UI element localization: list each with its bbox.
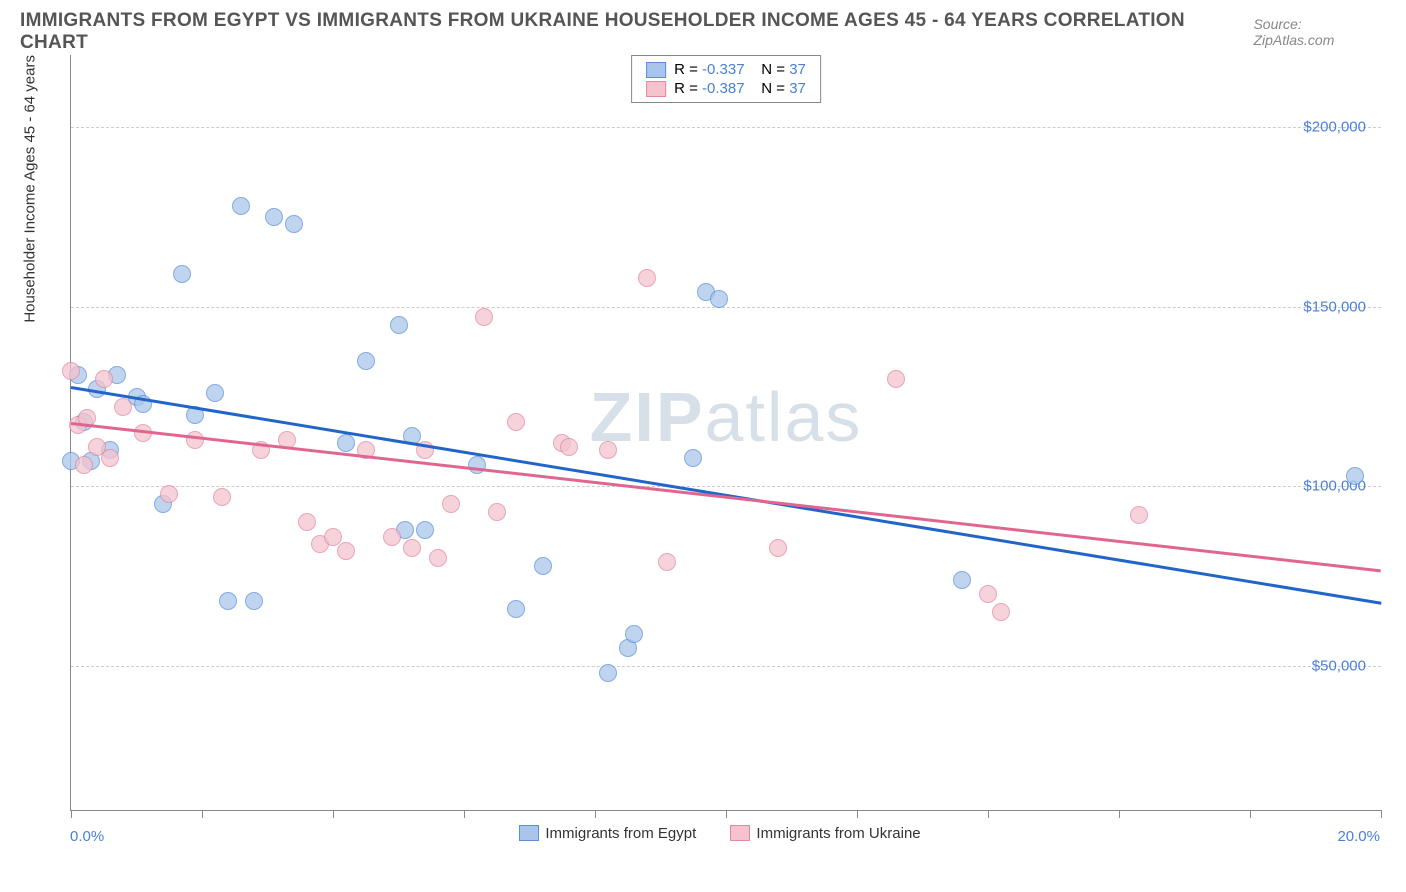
x-tick bbox=[202, 810, 203, 818]
data-point bbox=[638, 269, 656, 287]
x-tick bbox=[595, 810, 596, 818]
x-tick bbox=[988, 810, 989, 818]
data-point bbox=[232, 197, 250, 215]
y-tick-label: $150,000 bbox=[1303, 298, 1366, 315]
x-tick bbox=[1250, 810, 1251, 818]
x-tick bbox=[1381, 810, 1382, 818]
data-point bbox=[507, 413, 525, 431]
data-point bbox=[560, 438, 578, 456]
watermark: ZIPatlas bbox=[590, 377, 863, 457]
legend-item-egypt: Immigrants from Egypt bbox=[519, 825, 696, 842]
data-point bbox=[265, 208, 283, 226]
series-legend: Immigrants from Egypt Immigrants from Uk… bbox=[50, 825, 1390, 846]
data-point bbox=[992, 603, 1010, 621]
x-tick bbox=[464, 810, 465, 818]
data-point bbox=[160, 485, 178, 503]
data-point bbox=[534, 557, 552, 575]
data-point bbox=[114, 398, 132, 416]
data-point bbox=[442, 495, 460, 513]
data-point bbox=[887, 370, 905, 388]
x-tick bbox=[726, 810, 727, 818]
x-tick bbox=[333, 810, 334, 818]
trend-line bbox=[71, 422, 1381, 572]
data-point bbox=[75, 456, 93, 474]
legend-item-ukraine: Immigrants from Ukraine bbox=[730, 825, 920, 842]
y-axis-label: Householder Income Ages 45 - 64 years bbox=[22, 55, 39, 323]
data-point bbox=[1346, 467, 1364, 485]
data-point bbox=[953, 571, 971, 589]
gridline bbox=[71, 666, 1381, 667]
x-tick bbox=[857, 810, 858, 818]
data-point bbox=[95, 370, 113, 388]
data-point bbox=[298, 513, 316, 531]
legend-stats-egypt: R = -0.337 N = 37 bbox=[674, 61, 806, 78]
data-point bbox=[337, 542, 355, 560]
data-point bbox=[390, 316, 408, 334]
legend-row-egypt: R = -0.337 N = 37 bbox=[646, 60, 806, 79]
data-point bbox=[710, 290, 728, 308]
data-point bbox=[186, 431, 204, 449]
data-point bbox=[416, 521, 434, 539]
data-point bbox=[658, 553, 676, 571]
data-point bbox=[468, 456, 486, 474]
x-tick bbox=[1119, 810, 1120, 818]
gridline bbox=[71, 307, 1381, 308]
chart-title: IMMIGRANTS FROM EGYPT VS IMMIGRANTS FROM… bbox=[20, 10, 1253, 54]
data-point bbox=[488, 503, 506, 521]
data-point bbox=[403, 539, 421, 557]
source-label: Source: ZipAtlas.com bbox=[1253, 16, 1386, 48]
data-point bbox=[219, 592, 237, 610]
data-point bbox=[213, 488, 231, 506]
data-point bbox=[507, 600, 525, 618]
chart-container: Householder Income Ages 45 - 64 years R … bbox=[50, 55, 1390, 840]
legend-stats-ukraine: R = -0.387 N = 37 bbox=[674, 80, 806, 97]
data-point bbox=[684, 449, 702, 467]
swatch-egypt-icon bbox=[519, 825, 539, 841]
plot-area: R = -0.337 N = 37 R = -0.387 N = 37 ZIPa… bbox=[70, 55, 1381, 811]
data-point bbox=[383, 528, 401, 546]
gridline bbox=[71, 486, 1381, 487]
data-point bbox=[429, 549, 447, 567]
stats-legend: R = -0.337 N = 37 R = -0.387 N = 37 bbox=[631, 55, 821, 103]
data-point bbox=[475, 308, 493, 326]
y-tick-label: $50,000 bbox=[1312, 658, 1366, 675]
y-tick-label: $200,000 bbox=[1303, 118, 1366, 135]
data-point bbox=[769, 539, 787, 557]
data-point bbox=[101, 449, 119, 467]
data-point bbox=[324, 528, 342, 546]
data-point bbox=[285, 215, 303, 233]
swatch-egypt bbox=[646, 62, 666, 78]
data-point bbox=[245, 592, 263, 610]
data-point bbox=[599, 441, 617, 459]
swatch-ukraine bbox=[646, 81, 666, 97]
data-point bbox=[625, 625, 643, 643]
data-point bbox=[62, 362, 80, 380]
data-point bbox=[206, 384, 224, 402]
data-point bbox=[337, 434, 355, 452]
data-point bbox=[1130, 506, 1148, 524]
data-point bbox=[173, 265, 191, 283]
gridline bbox=[71, 127, 1381, 128]
swatch-ukraine-icon bbox=[730, 825, 750, 841]
legend-row-ukraine: R = -0.387 N = 37 bbox=[646, 79, 806, 98]
x-tick bbox=[71, 810, 72, 818]
data-point bbox=[599, 664, 617, 682]
data-point bbox=[979, 585, 997, 603]
data-point bbox=[357, 352, 375, 370]
